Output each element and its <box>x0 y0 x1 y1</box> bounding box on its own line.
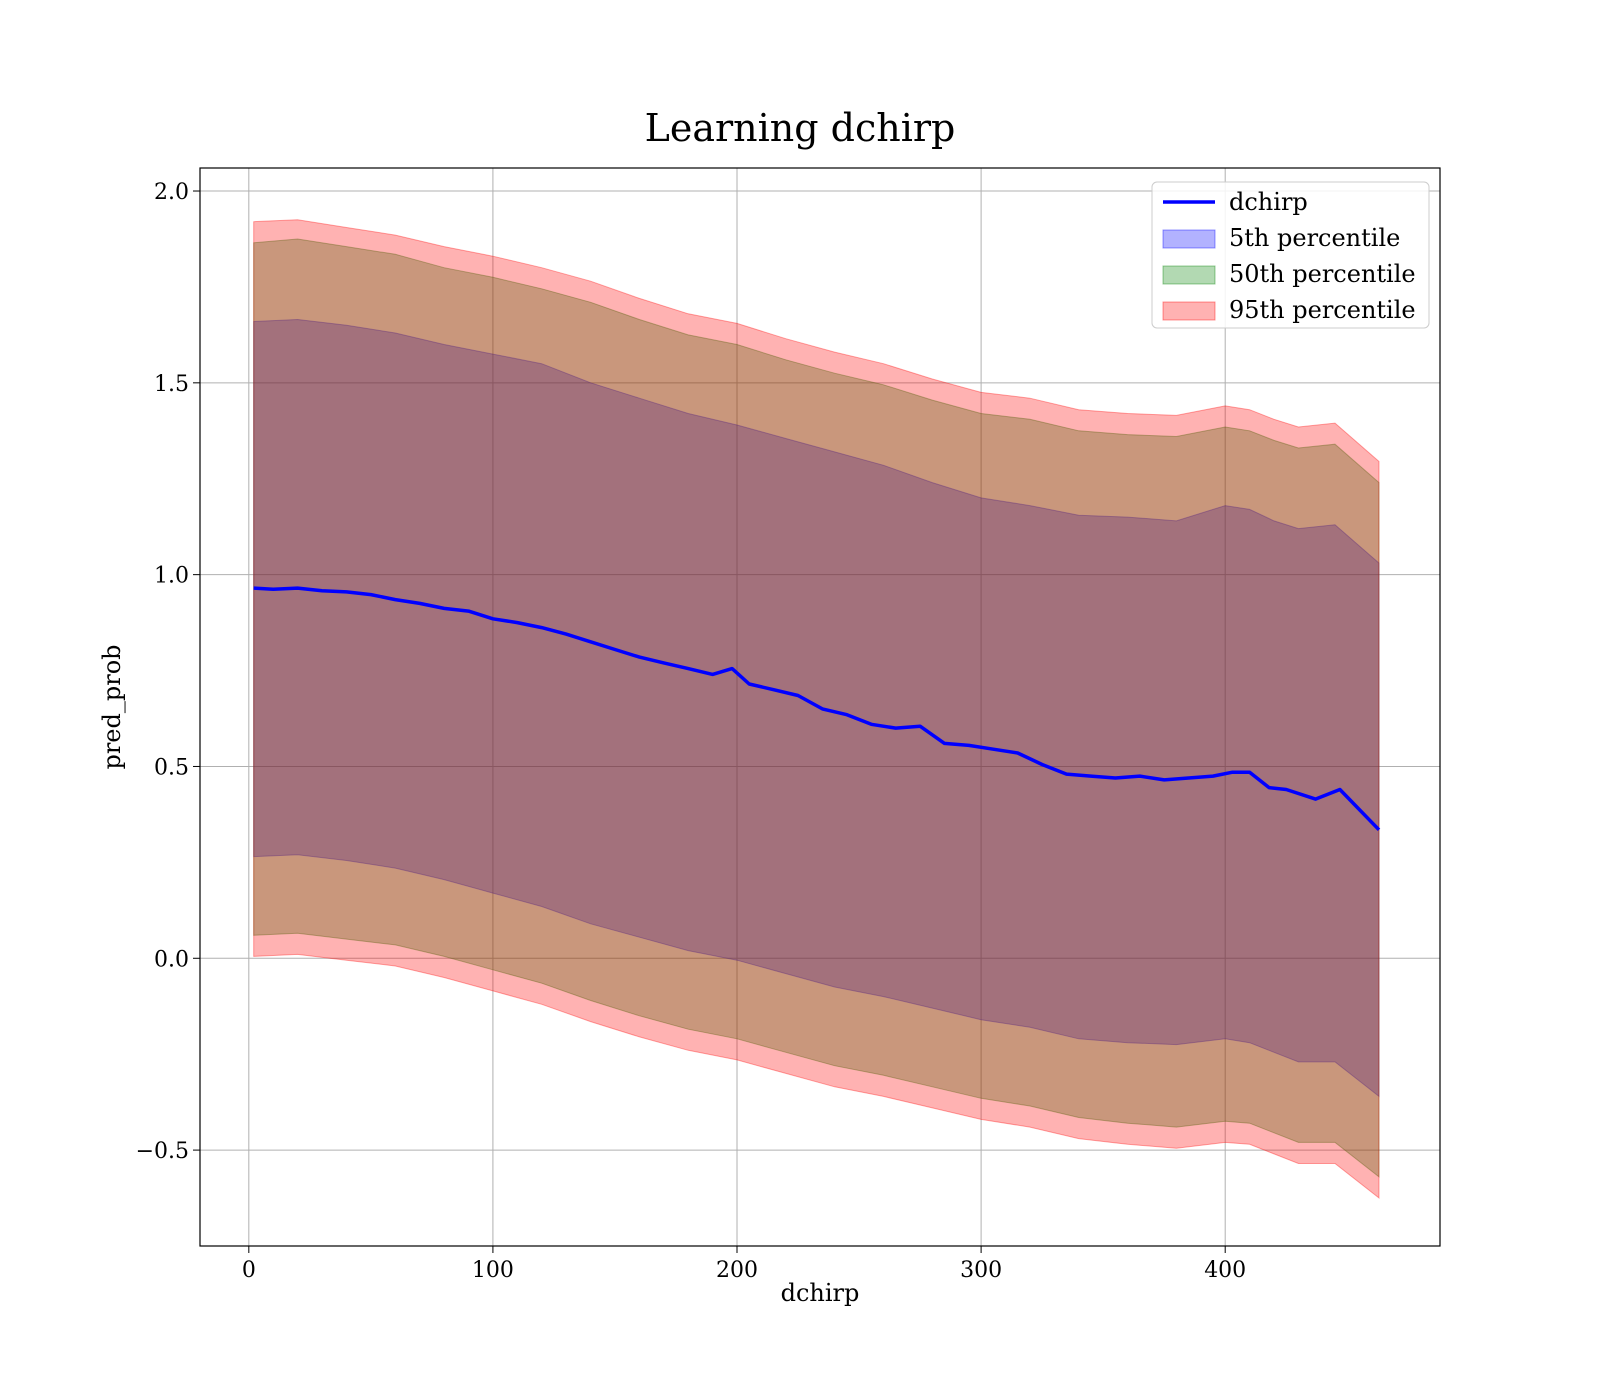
5th-percentile-band <box>253 318 1380 1098</box>
legend-label-50th-percentile: 50th percentile <box>1229 260 1416 288</box>
50th-percentile-band <box>253 238 1380 1178</box>
dchirp-line <box>253 586 1381 832</box>
95th-percentile-band <box>253 219 1380 1200</box>
line-layer <box>253 586 1381 832</box>
y-tick-label: 1.0 <box>154 564 189 589</box>
grid <box>200 168 1440 1246</box>
legend-label-5th-percentile: 5th percentile <box>1229 224 1400 252</box>
legend-swatch-95th-percentile <box>1162 301 1216 321</box>
y-tick-label: 0.5 <box>154 755 189 780</box>
x-tick-label: 300 <box>960 1258 1002 1283</box>
y-axis-label: pred_prob <box>98 644 126 769</box>
x-tick-label: 200 <box>716 1258 758 1283</box>
legend-label-dchirp: dchirp <box>1229 188 1308 216</box>
x-axis-ticks: 0 100 200 300 400 <box>242 1246 1246 1283</box>
legend-swatch-50th-percentile <box>1162 265 1216 285</box>
legend-box <box>1151 181 1430 329</box>
x-axis-label: dchirp <box>781 1279 860 1307</box>
legend: dchirp 5th percentile 50th percentile 95th … <box>1151 181 1430 329</box>
x-tick-label: 400 <box>1204 1258 1246 1283</box>
legend-label-95th-percentile: 95th percentile <box>1229 296 1416 324</box>
legend-swatch-5th-percentile <box>1162 229 1216 249</box>
y-tick-label: 0.0 <box>154 947 189 972</box>
percentile-bands <box>253 219 1380 1200</box>
plot-frame <box>199 167 1441 1247</box>
y-tick-label: 2.0 <box>154 180 189 205</box>
y-axis-ticks: −0.5 0.0 0.5 1.0 1.5 2.0 <box>136 180 200 1164</box>
y-tick-label: 1.5 <box>154 372 189 397</box>
x-tick-label: 100 <box>472 1258 514 1283</box>
chart-title: Learning dchirp <box>645 106 956 150</box>
y-tick-label: −0.5 <box>136 1139 189 1164</box>
x-tick-label: 0 <box>242 1258 256 1283</box>
